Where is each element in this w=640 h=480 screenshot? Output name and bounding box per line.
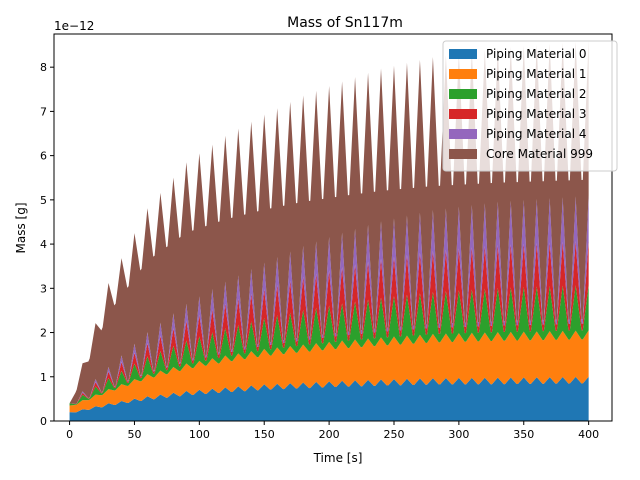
- area-series-0: [69, 376, 589, 421]
- x-tick-label: 250: [383, 428, 404, 441]
- legend-label-2: Piping Material 2: [486, 87, 587, 101]
- x-tick-label: 100: [189, 428, 210, 441]
- y-axis-offset-label: 1e−12: [54, 19, 94, 33]
- axes: 0 50 100 150 200 250 300 350 400 0 1 2 3 4 5 6 7 8: [40, 33, 613, 441]
- area-series-1: [69, 330, 589, 413]
- y-axis-label: Mass [g]: [14, 202, 28, 253]
- plot-frame: [53, 33, 613, 422]
- y-tick-label: 4: [40, 238, 47, 251]
- y-tick-label: 5: [40, 194, 47, 207]
- y-tick-label: 6: [40, 150, 47, 163]
- y-tick-label: 8: [40, 61, 47, 74]
- area-series-4: [69, 195, 589, 405]
- legend-swatch-3: [449, 109, 477, 119]
- x-tick-label: 150: [254, 428, 275, 441]
- legend-label-3: Piping Material 3: [486, 107, 587, 121]
- legend-box: [442, 40, 618, 172]
- legend-label-1: Piping Material 1: [486, 67, 587, 81]
- x-tick-label: 300: [448, 428, 469, 441]
- y-tick-label: 3: [40, 282, 47, 295]
- chart-title: Mass of Sn117m: [287, 15, 403, 31]
- legend-swatch-5: [449, 149, 477, 159]
- x-tick-label: 50: [127, 428, 141, 441]
- legend-swatch-1: [449, 69, 477, 79]
- area-series-2: [69, 284, 589, 406]
- x-tick-label: 0: [66, 428, 73, 441]
- x-tick-label: 200: [319, 428, 340, 441]
- area-series-3: [69, 240, 589, 405]
- legend-label-0: Piping Material 0: [486, 47, 587, 61]
- y-tick-label: 2: [40, 327, 47, 340]
- legend-label-5: Core Material 999: [486, 147, 593, 161]
- legend-swatch-4: [449, 129, 477, 139]
- legend-swatch-2: [449, 89, 477, 99]
- x-tick-label: 400: [578, 428, 599, 441]
- x-tick-label: 350: [513, 428, 534, 441]
- x-axis-label: Time [s]: [313, 451, 363, 465]
- legend-swatch-0: [449, 49, 477, 59]
- y-tick-label: 1: [40, 371, 47, 384]
- legend-label-4: Piping Material 4: [486, 127, 587, 141]
- y-tick-label: 7: [40, 105, 47, 118]
- legend: Piping Material 0 Piping Material 1 Piping…: [442, 40, 618, 172]
- y-tick-label: 0: [40, 415, 47, 428]
